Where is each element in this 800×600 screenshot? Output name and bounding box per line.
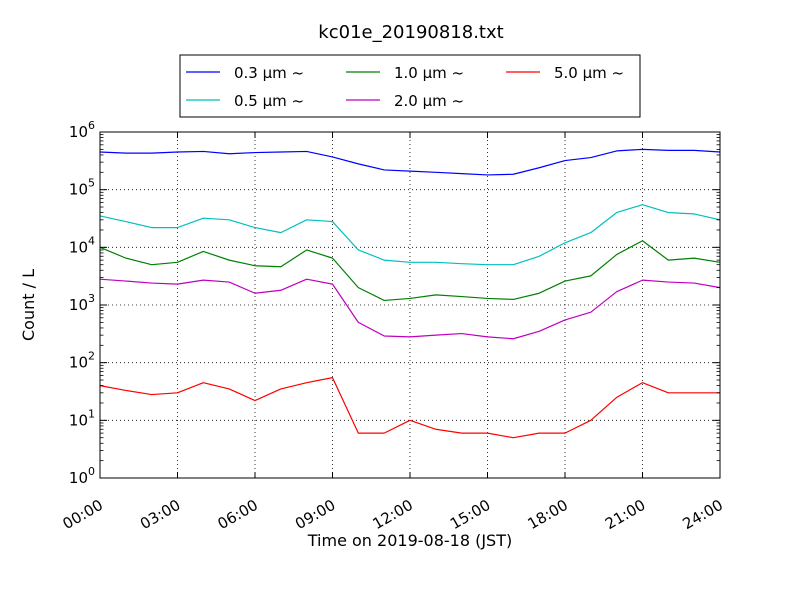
legend-label-0: 0.3 μm ~ xyxy=(234,64,304,82)
y-tick-exponent: 0 xyxy=(88,465,95,478)
chart-title: kc01e_20190818.txt xyxy=(318,22,503,43)
legend-box xyxy=(179,54,641,118)
y-tick-base: 10 xyxy=(69,411,88,429)
legend-label-3: 2.0 μm ~ xyxy=(394,92,464,110)
series-lines xyxy=(99,148,721,439)
series-line-1 xyxy=(99,204,721,266)
series-line-2 xyxy=(99,240,721,302)
y-tick-base: 10 xyxy=(69,181,88,199)
y-tick-label: 102 xyxy=(69,350,95,372)
x-axis-label: Time on 2019-08-18 (JST) xyxy=(307,531,512,550)
y-tick-base: 10 xyxy=(69,469,88,487)
y-tick-base: 10 xyxy=(69,238,88,256)
y-tick-exponent: 3 xyxy=(88,292,95,305)
y-axis-label: Count / L xyxy=(19,269,38,341)
y-tick-label: 101 xyxy=(69,407,95,429)
legend-label-1: 0.5 μm ~ xyxy=(234,92,304,110)
y-tick-base: 10 xyxy=(69,123,88,141)
y-tick-exponent: 1 xyxy=(88,407,95,420)
legend-label-4: 5.0 μm ~ xyxy=(554,64,624,82)
y-tick-exponent: 2 xyxy=(88,350,95,363)
series-line-4 xyxy=(99,377,720,439)
y-tick-exponent: 6 xyxy=(88,119,95,132)
y-tick-exponent: 4 xyxy=(88,234,95,247)
series-line-3 xyxy=(99,278,721,340)
y-tick-label: 103 xyxy=(69,292,95,314)
y-tick-label: 106 xyxy=(69,119,95,141)
y-tick-label: 104 xyxy=(69,234,95,256)
series-line-0 xyxy=(99,148,721,176)
y-tick-label: 100 xyxy=(69,465,95,487)
y-tick-label: 105 xyxy=(69,177,95,199)
y-tick-exponent: 5 xyxy=(88,177,95,190)
y-tick-base: 10 xyxy=(69,354,88,372)
legend: 0.3 μm ~ 0.5 μm ~ 1.0 μm ~ 2.0 μm ~ 5.0 μm ~ xyxy=(179,54,641,118)
legend-label-2: 1.0 μm ~ xyxy=(394,64,464,82)
y-tick-base: 10 xyxy=(69,296,88,314)
